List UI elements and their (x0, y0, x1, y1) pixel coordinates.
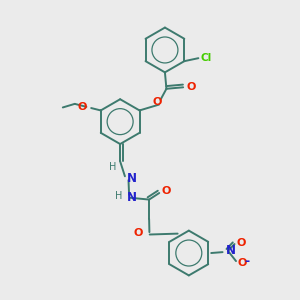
Text: O: O (238, 259, 247, 269)
Text: N: N (127, 172, 137, 185)
Text: H: H (109, 162, 116, 172)
Text: H: H (115, 191, 122, 201)
Text: N: N (127, 191, 137, 204)
Text: O: O (134, 228, 143, 238)
Text: N: N (226, 244, 236, 257)
Text: Cl: Cl (201, 53, 212, 63)
Text: O: O (162, 186, 171, 196)
Text: O: O (236, 238, 246, 248)
Text: O: O (78, 102, 87, 112)
Text: O: O (187, 82, 196, 92)
Text: -: - (244, 255, 249, 268)
Text: O: O (153, 97, 162, 107)
